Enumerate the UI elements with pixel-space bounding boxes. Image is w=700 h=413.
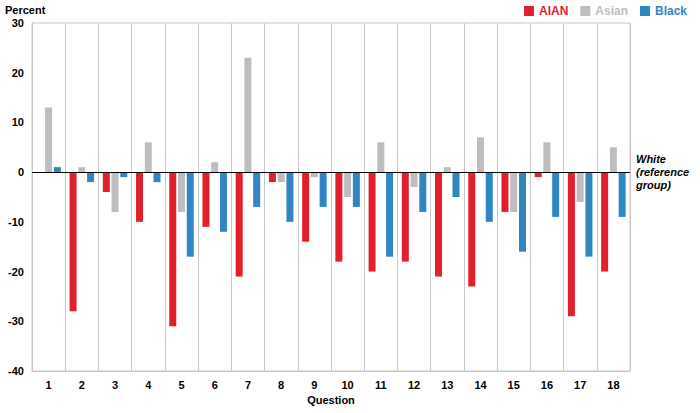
svg-text:Asian: Asian (595, 4, 628, 18)
svg-text:15: 15 (508, 379, 520, 391)
svg-text:Black: Black (655, 4, 687, 18)
svg-text:White: White (636, 153, 669, 165)
svg-text:(reference: (reference (636, 166, 692, 178)
svg-text:9: 9 (311, 379, 317, 391)
svg-text:8: 8 (278, 379, 284, 391)
svg-text:AIAN: AIAN (539, 4, 568, 18)
svg-text:-40: -40 (8, 365, 24, 377)
svg-text:13: 13 (441, 379, 453, 391)
svg-text:3: 3 (112, 379, 118, 391)
svg-text:2: 2 (79, 379, 85, 391)
svg-text:4: 4 (145, 379, 152, 391)
svg-text:5: 5 (178, 379, 184, 391)
svg-text:16: 16 (541, 379, 553, 391)
svg-text:18: 18 (607, 379, 619, 391)
svg-text:-10: -10 (8, 216, 24, 228)
svg-text:20: 20 (12, 67, 24, 79)
svg-text:6: 6 (212, 379, 218, 391)
svg-text:10: 10 (12, 116, 24, 128)
svg-text:10: 10 (341, 379, 353, 391)
svg-text:17: 17 (574, 379, 586, 391)
svg-text:30: 30 (12, 17, 24, 29)
svg-text:-30: -30 (8, 315, 24, 327)
svg-text:11: 11 (375, 379, 387, 391)
svg-text:1: 1 (46, 379, 52, 391)
svg-text:14: 14 (474, 379, 487, 391)
svg-text:-20: -20 (8, 266, 24, 278)
svg-text:0: 0 (18, 166, 24, 178)
svg-text:Percent: Percent (5, 4, 46, 16)
svg-text:group): group) (635, 179, 671, 191)
svg-text:Question: Question (307, 394, 355, 406)
svg-text:7: 7 (245, 379, 251, 391)
svg-text:12: 12 (408, 379, 420, 391)
